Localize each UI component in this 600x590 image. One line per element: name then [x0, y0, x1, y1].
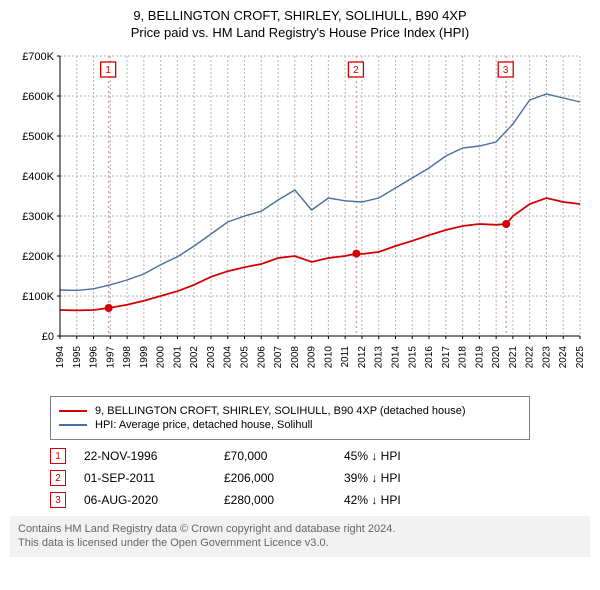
x-tick-label: 2004: [223, 346, 234, 369]
x-tick-label: 2014: [390, 346, 401, 369]
marker-date: 06-AUG-2020: [84, 493, 224, 507]
marker-badge-label: 1: [105, 65, 111, 76]
legend-label: HPI: Average price, detached house, Soli…: [95, 419, 313, 431]
marker-table: 1 22-NOV-1996£70,00045% ↓ HPI 2 01-SEP-2011…: [50, 448, 550, 508]
property-line: [60, 198, 580, 310]
x-tick-label: 2023: [541, 346, 552, 369]
footnote: Contains HM Land Registry data © Crown c…: [10, 516, 590, 557]
x-tick-label: 2018: [458, 346, 469, 369]
x-tick-label: 1997: [105, 346, 116, 369]
marker-row: 1 22-NOV-1996£70,00045% ↓ HPI: [50, 448, 550, 464]
chart-container: 9, BELLINGTON CROFT, SHIRLEY, SOLIHULL, …: [0, 0, 600, 565]
y-tick-label: £200K: [22, 251, 54, 263]
footnote-line: This data is licensed under the Open Gov…: [18, 536, 582, 550]
marker-badge-label: 2: [353, 65, 359, 76]
x-tick-label: 2007: [273, 346, 284, 369]
marker-row: 3 06-AUG-2020£280,00042% ↓ HPI: [50, 492, 550, 508]
x-tick-label: 2005: [240, 346, 251, 369]
y-tick-label: £500K: [22, 131, 54, 143]
legend-label: 9, BELLINGTON CROFT, SHIRLEY, SOLIHULL, …: [95, 405, 466, 417]
x-tick-label: 2003: [206, 346, 217, 369]
marker-row: 2 01-SEP-2011£206,00039% ↓ HPI: [50, 470, 550, 486]
x-tick-label: 2008: [290, 346, 301, 369]
x-tick-label: 2000: [156, 346, 167, 369]
title-block: 9, BELLINGTON CROFT, SHIRLEY, SOLIHULL, …: [10, 8, 590, 40]
x-tick-label: 2020: [491, 346, 502, 369]
x-tick-label: 1996: [89, 346, 100, 369]
marker-row-badge: 1: [50, 448, 66, 464]
x-tick-label: 1994: [55, 346, 66, 369]
y-tick-label: £300K: [22, 211, 54, 223]
x-tick-label: 2001: [172, 346, 183, 369]
marker-price: £206,000: [224, 471, 344, 485]
marker-diff: 39% ↓ HPI: [344, 471, 550, 485]
legend-item: 9, BELLINGTON CROFT, SHIRLEY, SOLIHULL, …: [59, 405, 521, 417]
marker-row-badge: 2: [50, 470, 66, 486]
x-tick-label: 2002: [189, 346, 200, 369]
x-tick-label: 2017: [441, 346, 452, 369]
x-tick-label: 2011: [340, 346, 351, 368]
x-tick-label: 2021: [508, 346, 519, 369]
marker-dot: [352, 250, 360, 258]
x-tick-label: 2015: [407, 346, 418, 369]
x-tick-label: 2019: [474, 346, 485, 369]
marker-date: 22-NOV-1996: [84, 449, 224, 463]
legend-swatch: [59, 410, 87, 412]
marker-price: £70,000: [224, 449, 344, 463]
marker-price: £280,000: [224, 493, 344, 507]
x-tick-label: 1998: [122, 346, 133, 369]
chart-area: 1 2 3 £0 £100K £200K £300K £400K £500K £600K £700K…: [10, 46, 590, 386]
marker-diff: 45% ↓ HPI: [344, 449, 550, 463]
marker-dot: [105, 304, 113, 312]
legend: 9, BELLINGTON CROFT, SHIRLEY, SOLIHULL, …: [50, 396, 530, 440]
x-tick-label: 2009: [307, 346, 318, 369]
x-tick-label: 1995: [72, 346, 83, 369]
marker-diff: 42% ↓ HPI: [344, 493, 550, 507]
footnote-line: Contains HM Land Registry data © Crown c…: [18, 522, 582, 536]
y-tick-label: £400K: [22, 171, 54, 183]
x-tick-label: 2013: [374, 346, 385, 369]
marker-date: 01-SEP-2011: [84, 471, 224, 485]
legend-swatch: [59, 424, 87, 426]
x-tick-label: 2025: [575, 346, 586, 369]
y-tick-label: £100K: [22, 291, 54, 303]
hpi-line: [60, 94, 580, 290]
title-line-1: 9, BELLINGTON CROFT, SHIRLEY, SOLIHULL, …: [10, 8, 590, 23]
marker-row-badge: 3: [50, 492, 66, 508]
marker-badge-label: 3: [503, 65, 509, 76]
x-tick-label: 2012: [357, 346, 368, 369]
x-tick-label: 1999: [139, 346, 150, 369]
title-line-2: Price paid vs. HM Land Registry's House …: [10, 25, 590, 40]
y-tick-label: £700K: [22, 51, 54, 63]
marker-dot: [502, 220, 510, 228]
x-tick-label: 2024: [558, 346, 569, 369]
x-tick-label: 2022: [525, 346, 536, 369]
x-tick-label: 2006: [256, 346, 267, 369]
x-tick-label: 2016: [424, 346, 435, 369]
legend-item: HPI: Average price, detached house, Soli…: [59, 419, 521, 431]
line-chart-svg: 1 2 3 £0 £100K £200K £300K £400K £500K £600K £700K…: [10, 46, 590, 386]
y-tick-label: £600K: [22, 91, 54, 103]
y-tick-label: £0: [42, 331, 54, 343]
x-tick-label: 2010: [323, 346, 334, 369]
